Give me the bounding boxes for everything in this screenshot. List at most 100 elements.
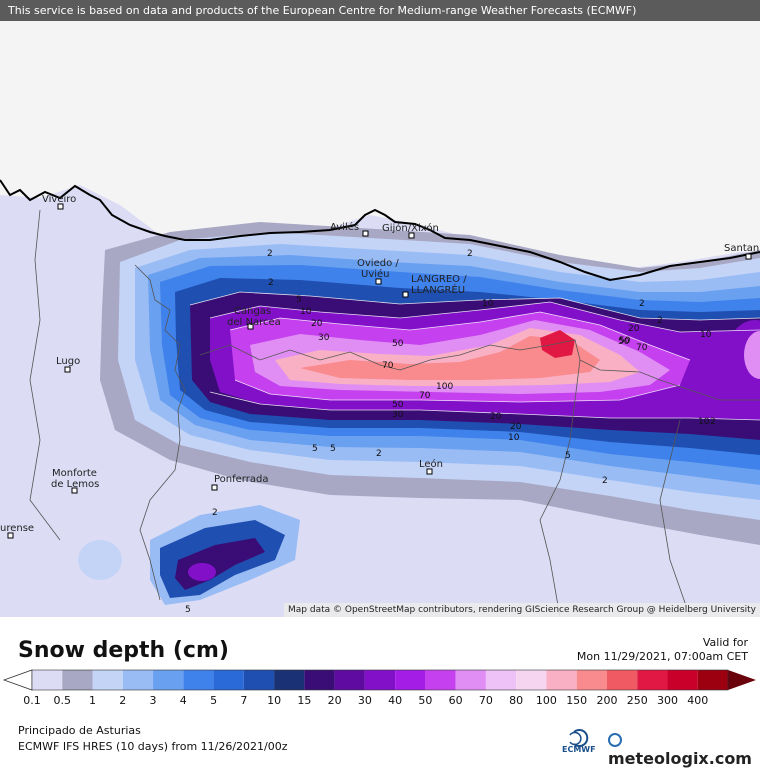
colorbar-swatch: [32, 670, 63, 690]
snow-band-200: [540, 330, 575, 358]
valid-date: Mon 11/29/2021, 07:00am CET: [576, 650, 748, 663]
marker-ourense: [7, 532, 14, 539]
colorbar-tick-label: 30: [358, 694, 372, 707]
colorbar-tick-label: 300: [657, 694, 678, 707]
marker-ponferrada: [211, 484, 218, 491]
meteologix-logo[interactable]: meteologix.com: [608, 730, 760, 768]
colorbar-swatch: [637, 670, 668, 690]
colorbar-tick-label: 60: [449, 694, 463, 707]
marker-langreo: [402, 291, 409, 298]
contour-label: 50: [619, 336, 631, 346]
marker-gijon: [408, 232, 415, 239]
contour-label: 10: [482, 299, 494, 309]
contour-label: 20: [490, 412, 502, 422]
snow-blob-west: [78, 540, 122, 580]
city-labels: Viveiro Avilés Gijón/Xixón Santan Oviedo…: [0, 194, 759, 534]
marker-cangas: [247, 323, 254, 330]
city-leon: León: [419, 458, 443, 470]
city-cangas-1: Cangas: [234, 306, 271, 317]
city-aviles: Avilés: [330, 221, 359, 233]
contour-label: 30: [318, 333, 330, 343]
contour-label: 10: [700, 330, 712, 340]
colorbar-tick-label: 0.1: [23, 694, 41, 707]
city-oviedo-2: Uviéu: [361, 268, 390, 280]
colorbar-tick-label: 20: [328, 694, 342, 707]
colorbar-tick-label: 0.5: [54, 694, 72, 707]
city-langreo-1: LANGREO /: [411, 274, 467, 285]
valid-for-label: Valid for: [702, 636, 748, 649]
colorbar-tick-label: 4: [180, 694, 187, 707]
colorbar-tick-label: 70: [479, 694, 493, 707]
contour-label: 70: [382, 361, 394, 371]
color-scale-bar: 0.1 0.5 1 2 3 4 5 7 10 15 20 30 40 50 60 70 80 100 150 200 2…: [2, 669, 756, 707]
contour-label: 2: [212, 508, 218, 518]
colorbar-tick-label: 150: [566, 694, 587, 707]
colorbar-left-arrow: [2, 669, 33, 691]
city-lugo: Lugo: [56, 356, 80, 367]
colorbar-swatch: [213, 670, 244, 690]
colorbar-swatch: [62, 670, 93, 690]
marker-viveiro: [57, 203, 64, 210]
colorbar-swatch: [516, 670, 547, 690]
colorbar-tick-label: 5: [210, 694, 217, 707]
city-langreo-2: LLANGRÉU: [411, 283, 465, 296]
marker-monforte: [71, 487, 78, 494]
colorbar-swatch: [546, 670, 577, 690]
city-gijon: Gijón/Xixón: [382, 222, 439, 234]
colorbar-swatch: [425, 670, 456, 690]
colorbar-right-arrow: [728, 670, 756, 690]
colorbar-tick-label: 7: [240, 694, 247, 707]
ecmwf-logo-icon: [569, 729, 589, 747]
snow-blob-east-core: [744, 331, 760, 379]
colorbar-swatch: [606, 670, 638, 690]
contour-label: 50: [392, 400, 404, 410]
contour-label: 2: [467, 249, 473, 259]
contour-label: 2: [376, 449, 382, 459]
marker-lugo: [64, 366, 71, 373]
contour-label: 2: [657, 316, 663, 326]
city-ourense: urense: [0, 523, 34, 534]
contour-label: 20: [311, 319, 323, 329]
colorbar-tick-label: 80: [509, 694, 523, 707]
contour-label: 2: [268, 278, 274, 288]
contour-label: 5: [296, 295, 302, 305]
city-monforte-1: Monforte: [52, 468, 97, 479]
contour-label: 5: [565, 451, 571, 461]
city-ponferrada: Ponferrada: [214, 474, 268, 485]
contour-label: 5: [312, 444, 318, 454]
legend-title: Snow depth (cm): [18, 638, 229, 663]
contour-label: 10: [698, 417, 710, 427]
contour-label: 50: [392, 339, 404, 349]
map-attribution[interactable]: Map data © OpenStreetMap contributors, r…: [284, 603, 760, 617]
snow-depth-map[interactable]: Viveiro Avilés Gijón/Xixón Santan Oviedo…: [0, 0, 760, 617]
colorbar-border: [31, 669, 729, 691]
contour-label: 2: [639, 299, 645, 309]
colorbar-swatch: [334, 670, 365, 690]
colorbar-swatch: [697, 670, 728, 690]
snow-band-100: [300, 336, 600, 380]
contour-label: 20: [510, 422, 522, 432]
coastline: [0, 179, 760, 282]
contour-label: 20: [628, 324, 640, 334]
colorbar-swatch: [183, 670, 214, 690]
contour-label: 70: [636, 343, 648, 353]
colorbar-swatch: [243, 670, 275, 690]
marker-leon: [426, 468, 433, 475]
colorbar-swatch: [395, 670, 426, 690]
ecmwf-notice-banner: This service is based on data and produc…: [0, 0, 760, 21]
marker-oviedo: [375, 278, 382, 285]
contour-label: 2: [710, 417, 716, 427]
colorbar-swatch: [364, 670, 396, 690]
map-canvas: Viveiro Avilés Gijón/Xixón Santan Oviedo…: [0, 0, 760, 617]
colorbar-swatch: [153, 670, 184, 690]
colorbar-swatch: [485, 670, 517, 690]
contour-labels: 2 2 2 5 10 20 30 50 50 70 100 70 50 30 2…: [185, 249, 716, 615]
ecmwf-logo-text: ECMWF: [562, 745, 596, 754]
colorbar-swatch: [455, 670, 486, 690]
city-viveiro: Viveiro: [42, 194, 76, 205]
colorbar-tick-label: 50: [418, 694, 432, 707]
region-name: Principado de Asturias: [18, 724, 141, 737]
city-oviedo-1: Oviedo /: [357, 258, 399, 269]
meteologix-text: meteologix.com: [608, 749, 752, 768]
contour-label: 10: [300, 307, 312, 317]
